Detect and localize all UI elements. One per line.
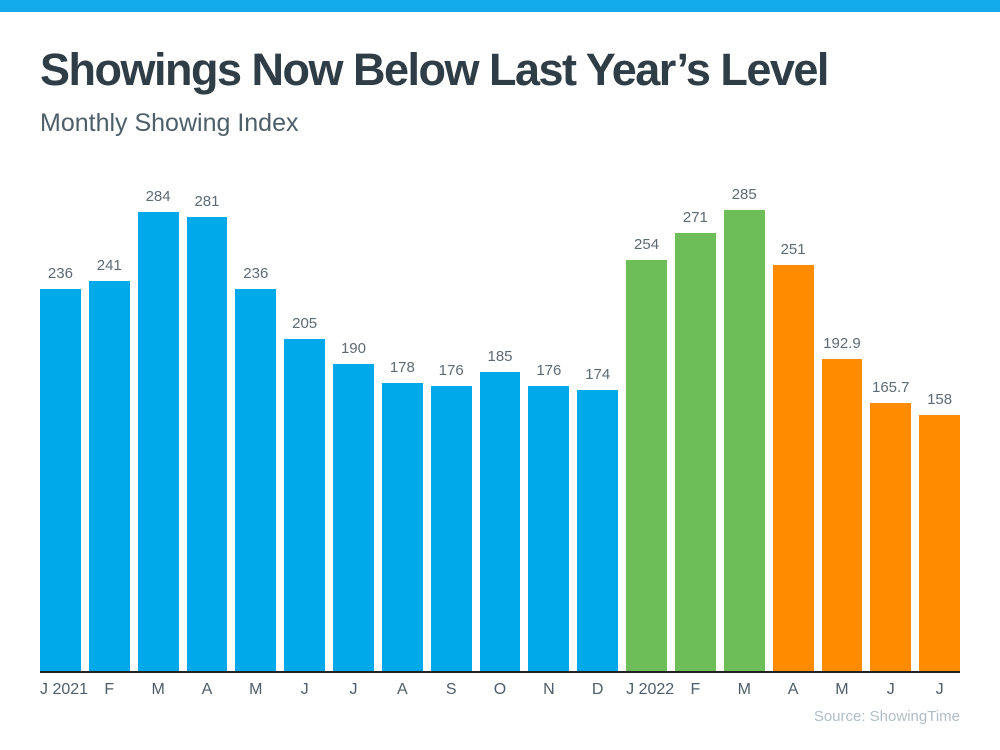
bar-s <box>430 386 472 671</box>
bar-value-label: 176 <box>536 362 562 380</box>
bar-value-label: 285 <box>731 186 757 203</box>
bar-slot: 165.7 <box>870 182 912 671</box>
bar-value-label: 271 <box>682 208 708 226</box>
x-axis-label: M <box>737 681 751 698</box>
bar-value-label: 185 <box>487 347 513 365</box>
bar-slot: 281 <box>186 182 228 671</box>
bar-slot: 190 <box>333 182 374 671</box>
bar-slot: 174 <box>577 182 619 671</box>
x-axis-label: A <box>787 681 799 698</box>
source-attribution: Source: ShowingTime <box>813 708 960 725</box>
bar-j-2021 <box>40 289 81 671</box>
x-axis-label: S <box>445 681 457 698</box>
bar-d <box>577 389 619 671</box>
bar-f <box>674 232 716 671</box>
bar-slot: 192.9 <box>821 182 863 671</box>
bar-slot: 176 <box>528 182 570 671</box>
bar-a <box>772 265 814 671</box>
x-axis-label: J <box>935 681 944 698</box>
bar-value-label: 236 <box>243 265 269 283</box>
x-axis-label: M <box>249 681 263 698</box>
bars-container: 236 241 284 281 236 205 190 178 176 185 176 174 254 2… <box>40 182 961 671</box>
bar-a <box>381 383 423 671</box>
x-axis-label: M <box>835 681 849 698</box>
x-axis-label: J 2021 <box>40 681 89 698</box>
bar-j-2022 <box>626 260 667 671</box>
bar-j <box>333 363 374 671</box>
bar-m <box>821 359 863 671</box>
bar-chart: 236 241 284 281 236 205 190 178 176 185 176 174 254 2… <box>40 182 961 699</box>
x-axis-label: J <box>349 681 358 698</box>
bar-slot: 236 <box>235 182 277 671</box>
bar-value-label: 176 <box>438 362 464 380</box>
x-axis-label: F <box>690 681 701 698</box>
bar-slot: 185 <box>479 182 521 671</box>
bar-o <box>479 371 521 671</box>
bar-value-label: 205 <box>292 315 318 333</box>
top-accent-bar <box>0 0 1000 12</box>
x-axis-label: J <box>886 681 895 698</box>
bar-a <box>186 216 228 671</box>
chart-header: Showings Now Below Last Year’s Level Mon… <box>40 46 960 138</box>
bar-value-label: 281 <box>194 192 220 210</box>
x-axis-line <box>40 671 960 673</box>
page-title: Showings Now Below Last Year’s Level <box>40 44 829 95</box>
page-subtitle: Monthly Showing Index <box>40 109 299 138</box>
bar-value-label: 241 <box>96 257 122 275</box>
bar-slot: 271 <box>674 182 716 671</box>
x-axis-label: A <box>396 681 408 698</box>
bar-slot: 284 <box>137 182 179 671</box>
bar-value-label: 178 <box>389 359 415 377</box>
bar-value-label: 174 <box>585 365 611 383</box>
bar-slot: 205 <box>284 182 326 671</box>
bar-slot: 178 <box>381 182 423 671</box>
bar-value-label: 236 <box>47 265 73 283</box>
bar-value-label: 254 <box>634 236 660 254</box>
bar-m <box>235 289 277 671</box>
x-axis-label: A <box>201 681 213 698</box>
bar-n <box>528 386 570 671</box>
bar-slot: 241 <box>88 182 130 671</box>
bar-slot: 285 <box>723 182 765 671</box>
bar-j <box>919 415 961 671</box>
bar-value-label: 251 <box>780 241 806 258</box>
bar-slot: 176 <box>430 182 472 671</box>
bar-f <box>88 281 130 671</box>
bar-value-label: 192.9 <box>823 335 861 352</box>
bar-slot: 236 <box>40 182 81 671</box>
bar-slot: 251 <box>772 182 814 671</box>
bar-j <box>284 339 326 671</box>
bar-j <box>870 403 912 671</box>
bar-slot: 254 <box>626 182 667 671</box>
bar-value-label: 158 <box>927 391 953 409</box>
x-axis-label: M <box>151 681 165 698</box>
bar-slot: 158 <box>919 182 961 671</box>
x-axis-labels: J 2021 F M A M J J A S O N D J 2022 F M A M J J <box>40 681 960 699</box>
bar-value-label: 190 <box>340 339 366 357</box>
x-axis-label: N <box>543 681 555 698</box>
x-axis-label: O <box>493 681 507 698</box>
x-axis-label: J 2022 <box>626 681 675 698</box>
bar-m <box>723 210 765 671</box>
bar-value-label: 165.7 <box>871 379 910 396</box>
x-axis-label: D <box>591 681 604 698</box>
x-axis-label: F <box>104 681 115 698</box>
bar-m <box>137 211 179 671</box>
bar-value-label: 284 <box>145 187 171 205</box>
x-axis-label: J <box>300 681 309 698</box>
